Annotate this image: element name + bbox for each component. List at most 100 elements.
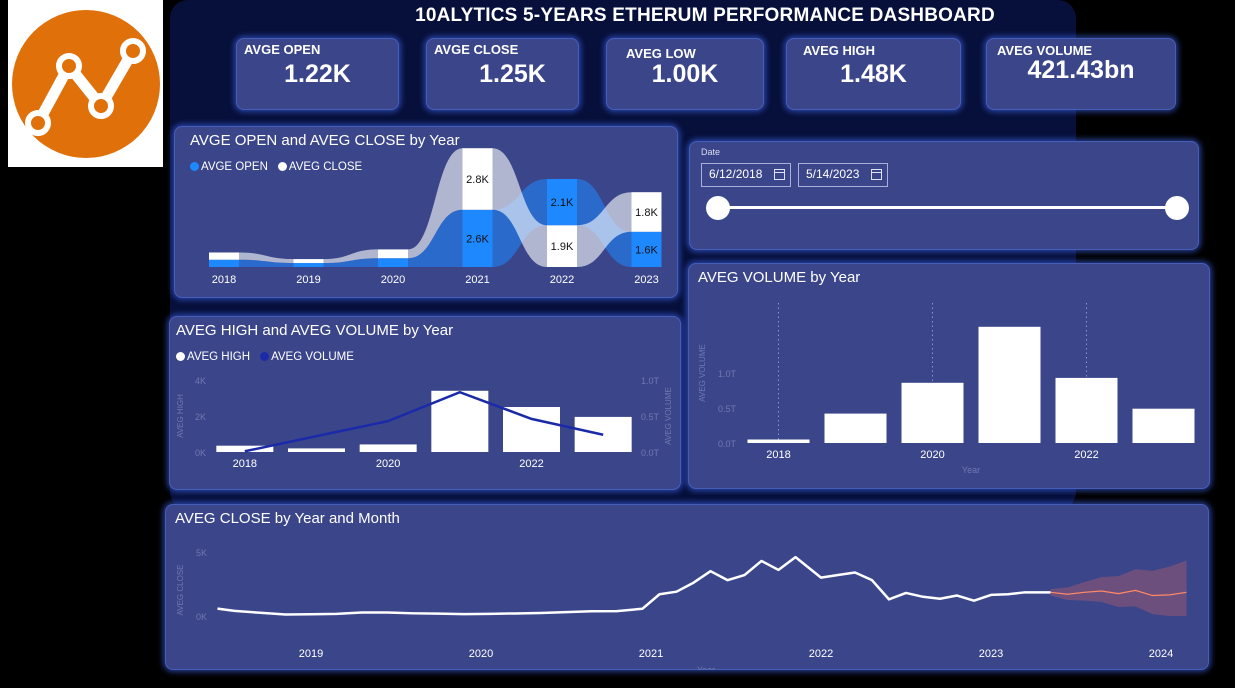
- x-axis-title: Year: [962, 465, 980, 475]
- kpi-label: AVEG HIGH: [803, 43, 875, 58]
- chart-title: AVEG CLOSE by Year and Month: [175, 510, 400, 527]
- bar-volume: [901, 382, 964, 443]
- ribbon-segment-close: [293, 259, 324, 264]
- ribbon-segment-close: [547, 225, 577, 267]
- data-label: 1.8K: [635, 207, 658, 219]
- start-date-value: 6/12/2018: [709, 167, 763, 181]
- ribbon-segment-close: [209, 252, 239, 260]
- x-tick-label: 2022: [1074, 449, 1098, 461]
- kpi-card-avg-low[interactable]: AVEG LOW 1.00K: [606, 38, 764, 110]
- ribbon-segment-open: [378, 258, 408, 267]
- line-chart: 0K 5K AVEG CLOSE 2019 2020 2021 2022 2023 2024 Ye…: [176, 548, 1187, 670]
- legend-dot-icon: [190, 162, 199, 171]
- legend-item-high[interactable]: AVEG HIGH: [176, 351, 250, 363]
- y-tick-label: 2K: [195, 412, 206, 422]
- bar-volume: [978, 326, 1041, 443]
- x-tick-label: 2023: [634, 274, 658, 286]
- forecast-line: [1050, 589, 1187, 597]
- legend-item-close[interactable]: AVEG CLOSE: [277, 161, 363, 173]
- x-tick-label: 2024: [1149, 648, 1173, 660]
- kpi-label: AVEG VOLUME: [997, 43, 1093, 58]
- ribbon-segment-close: [462, 148, 493, 210]
- date-slicer-label: Date: [701, 147, 721, 157]
- logo: [8, 0, 163, 167]
- bar-volume: [1132, 408, 1195, 443]
- x-tick-label: 2020: [469, 648, 493, 660]
- kpi-label: AVGE OPEN: [244, 42, 321, 57]
- slider-handle-start[interactable]: [706, 196, 730, 220]
- ribbon-chart: 2018 2019 2020 2.6K 2.8K 2021 1.9K 2.1K 2022 1.6K…: [209, 148, 662, 286]
- kpi-value: 1.25K: [479, 60, 546, 88]
- chart-title: AVGE OPEN and AVEG CLOSE by Year: [190, 132, 460, 149]
- date-range-slider-track[interactable]: [708, 206, 1177, 209]
- line-volume: [244, 390, 604, 453]
- end-date-value: 5/14/2023: [806, 167, 860, 181]
- legend-label: AVEG HIGH: [187, 351, 251, 363]
- open-close-by-year-panel[interactable]: AVGE OPEN and AVEG CLOSE by Year AVGE OP…: [174, 126, 678, 298]
- bar-chart: 0.0T 0.5T 1.0T AVEG VOLUME 2018 2020 2022 Year: [698, 303, 1195, 475]
- ribbon-segment-open: [547, 179, 577, 226]
- y2-axis-title: AVEG VOLUME: [664, 387, 673, 445]
- kpi-card-avg-high[interactable]: AVEG HIGH 1.48K: [786, 38, 961, 110]
- start-date-input[interactable]: 6/12/2018: [701, 163, 791, 187]
- calendar-icon[interactable]: [871, 169, 882, 180]
- ribbon-segment-open: [462, 209, 493, 267]
- x-tick-label: 2022: [550, 274, 574, 286]
- legend-item-open[interactable]: AVGE OPEN: [190, 161, 268, 173]
- kpi-value: 1.00K: [651, 60, 719, 88]
- y-tick-label: 1.0T: [718, 369, 737, 379]
- data-label: 2.8K: [466, 174, 489, 186]
- calendar-icon[interactable]: [774, 169, 785, 180]
- bar-high: [288, 448, 345, 452]
- kpi-value: 421.43bn: [1027, 56, 1135, 84]
- combo-chart: 0K 2K 4K 0.0T 0.5T 1.0T AVEG HIGH AVEG VOLUME 20…: [176, 376, 673, 470]
- ribbon-open: [239, 259, 294, 267]
- volume-by-year-panel[interactable]: AVEG VOLUME by Year 0.0T 0.5T 1.0T AVEG VOL…: [688, 263, 1210, 489]
- ribbon-close: [323, 249, 378, 264]
- x-tick-label: 2022: [809, 648, 833, 660]
- bar-volume: [1055, 377, 1118, 443]
- ribbon-open: [408, 209, 463, 267]
- chart-legend: AVEG HIGH AVEG VOLUME: [176, 351, 354, 363]
- y2-tick-label: 1.0T: [641, 376, 660, 386]
- x-tick-label: 2022: [519, 458, 543, 470]
- kpi-card-avg-open[interactable]: AVGE OPEN 1.22K: [236, 38, 399, 110]
- close-by-year-month-panel[interactable]: AVEG CLOSE by Year and Month 0K 5K AVEG CL…: [165, 504, 1209, 670]
- y-tick-label: 0K: [196, 612, 207, 622]
- y-tick-label: 0.0T: [718, 439, 737, 449]
- bar-high: [503, 407, 560, 452]
- x-tick-label: 2023: [979, 648, 1003, 660]
- ribbon-segment-close: [631, 192, 662, 232]
- forecast-band: [1050, 560, 1187, 616]
- date-slicer-panel: Date 6/12/2018 5/14/2023: [689, 141, 1199, 250]
- line-close: [217, 555, 1051, 616]
- y2-tick-label: 0.0T: [641, 448, 660, 458]
- kpi-card-avg-volume[interactable]: AVEG VOLUME 421.43bn: [986, 38, 1176, 110]
- ribbon-segment-close: [378, 249, 408, 259]
- slider-handle-end[interactable]: [1165, 196, 1189, 220]
- chart-title: AVEG HIGH and AVEG VOLUME by Year: [176, 322, 454, 339]
- end-date-input[interactable]: 5/14/2023: [798, 163, 888, 187]
- kpi-card-avg-close[interactable]: AVGE CLOSE 1.25K: [426, 38, 579, 110]
- legend-label: AVEG CLOSE: [288, 161, 363, 173]
- ribbon-close: [239, 252, 294, 264]
- chart-title: AVEG VOLUME by Year: [698, 269, 861, 286]
- legend-label: AVGE OPEN: [201, 161, 268, 173]
- kpi-label: AVGE CLOSE: [434, 42, 519, 57]
- high-volume-by-year-panel[interactable]: AVEG HIGH and AVEG VOLUME by Year AVEG H…: [169, 316, 681, 490]
- x-tick-label: 2018: [212, 274, 236, 286]
- y-tick-label: 5K: [196, 548, 207, 558]
- bar-volume: [824, 413, 887, 443]
- line-chart-logo-icon: [11, 9, 160, 158]
- legend-dot-icon: [260, 352, 270, 361]
- ribbon-close: [492, 148, 547, 267]
- data-label: 2.6K: [466, 233, 489, 245]
- data-label: 1.6K: [635, 244, 658, 256]
- y-tick-label: 0K: [195, 448, 206, 458]
- legend-item-volume[interactable]: AVEG VOLUME: [260, 351, 354, 363]
- legend-dot-icon: [176, 352, 185, 361]
- kpi-label: AVEG LOW: [626, 46, 696, 61]
- ribbon-segment-open: [631, 231, 662, 267]
- x-tick-label: 2020: [376, 458, 400, 470]
- legend-label: AVEG VOLUME: [271, 351, 354, 363]
